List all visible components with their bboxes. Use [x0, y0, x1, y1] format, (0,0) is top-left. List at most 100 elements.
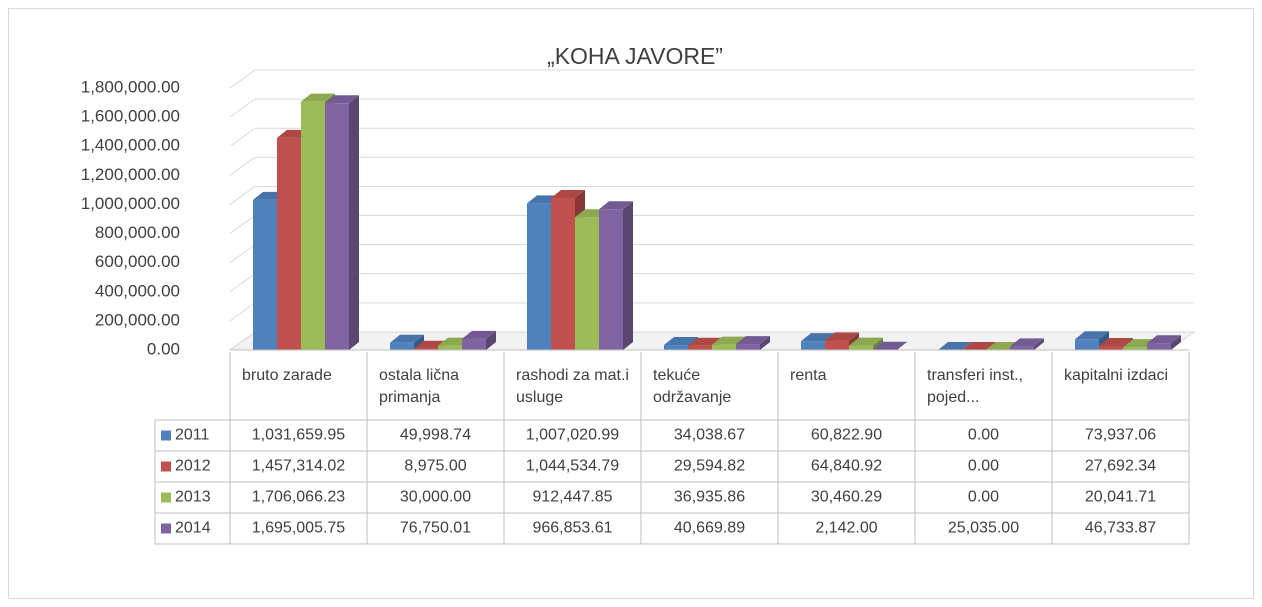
bar-top [801, 333, 835, 342]
bar [462, 338, 486, 350]
data-label: 64,840.92 [811, 458, 882, 475]
grid-line-side [229, 302, 256, 322]
data-label: 30,460.29 [811, 489, 882, 506]
grid-line-side [229, 127, 256, 147]
x-tick-label: kapitalni izdaci [1064, 367, 1169, 384]
bar-side [897, 341, 907, 350]
data-label: 1,044,534.79 [526, 458, 620, 475]
bar [277, 137, 301, 350]
data-label: 1,031,659.95 [252, 427, 346, 444]
bar-top [938, 342, 972, 350]
grid-line-side [229, 156, 256, 176]
bar-top [1010, 338, 1044, 347]
data-label: 1,695,005.75 [252, 520, 346, 537]
bar [736, 344, 760, 350]
bar-side [414, 334, 424, 350]
bar [801, 341, 825, 350]
bar [1123, 347, 1147, 350]
data-label: 1,706,066.23 [252, 489, 346, 506]
bar-side [623, 201, 633, 350]
grid-line-side [229, 215, 256, 234]
y-tick-label: 200,000.00 [95, 310, 180, 329]
bar [325, 103, 349, 350]
bar [414, 348, 438, 350]
bar-side [760, 336, 770, 350]
y-tick-label: 1,000,000.00 [81, 194, 180, 213]
bar-side [486, 330, 496, 350]
data-label: 0.00 [968, 489, 999, 506]
y-tick-label: 400,000.00 [95, 281, 180, 300]
bar-top [825, 332, 859, 341]
y-tick-label: 0.00 [147, 339, 180, 358]
legend-label: 2012 [175, 458, 211, 475]
data-label: 0.00 [968, 427, 999, 444]
data-label: 49,998.74 [400, 427, 471, 444]
y-tick-label: 1,800,000.00 [81, 77, 180, 96]
legend-label: 2014 [175, 520, 211, 537]
bar [1010, 346, 1034, 350]
bar-top [1075, 331, 1109, 340]
grid-line-side [229, 98, 256, 118]
bar [1075, 339, 1099, 350]
data-label: 912,447.85 [532, 489, 612, 506]
bar-top [462, 330, 496, 339]
bar [664, 345, 688, 350]
x-tick-label: transferi inst., pojed... [927, 367, 1024, 406]
bar [253, 199, 277, 350]
legend-label: 2013 [175, 489, 211, 506]
bar-top [849, 337, 883, 346]
grid-line-side [229, 331, 256, 351]
data-label: 27,692.34 [1085, 458, 1156, 475]
bar-top [736, 336, 770, 345]
x-tick-label: renta [790, 367, 827, 384]
data-label: 76,750.01 [400, 520, 471, 537]
x-tick-label: tekuće održavanje [653, 367, 732, 406]
chart-title: „KOHA JAVORE” [547, 43, 723, 69]
data-label: 2,142.00 [815, 520, 877, 537]
bar-top [962, 342, 996, 350]
bar-top [551, 189, 585, 198]
data-label: 40,669.89 [674, 520, 745, 537]
x-tick-label: rashodi za mat.i usluge [516, 367, 629, 406]
y-tick-label: 600,000.00 [95, 252, 180, 271]
data-label: 60,822.90 [811, 427, 882, 444]
bar [688, 345, 712, 350]
bar [301, 101, 325, 351]
y-tick-label: 1,600,000.00 [81, 107, 180, 126]
bar-top [301, 93, 335, 102]
bar-top [390, 334, 424, 343]
data-label: 34,038.67 [674, 427, 745, 444]
data-label: 29,594.82 [674, 458, 745, 475]
legend-label: 2011 [175, 427, 210, 444]
x-tick-label: bruto zarade [242, 367, 332, 384]
data-label: 0.00 [968, 458, 999, 475]
data-label: 20,041.71 [1085, 489, 1156, 506]
grid-line-side [229, 244, 256, 264]
bar [575, 217, 599, 350]
bar [527, 203, 551, 350]
bar [1099, 345, 1123, 350]
data-label: 25,035.00 [948, 520, 1019, 537]
y-tick-label: 1,400,000.00 [81, 136, 180, 155]
bar-side [1171, 335, 1181, 350]
bar [390, 342, 414, 350]
x-tick-label: ostala lična primanja [379, 367, 460, 406]
data-label: 1,007,020.99 [526, 427, 620, 444]
bar-top [873, 341, 907, 350]
bar-side [1034, 338, 1044, 350]
bar [849, 345, 873, 350]
data-label: 1,457,314.02 [252, 458, 346, 475]
legend-swatch [161, 461, 171, 472]
grid-line-side [229, 69, 256, 89]
data-label: 30,000.00 [400, 489, 471, 506]
y-tick-label: 800,000.00 [95, 223, 180, 242]
bar-top [712, 336, 746, 345]
grid-line-side [229, 273, 256, 293]
grid-line-side [229, 186, 256, 205]
bar [1147, 343, 1171, 350]
bar [438, 345, 462, 350]
bar-top [1099, 337, 1133, 346]
legend-swatch [161, 430, 171, 441]
